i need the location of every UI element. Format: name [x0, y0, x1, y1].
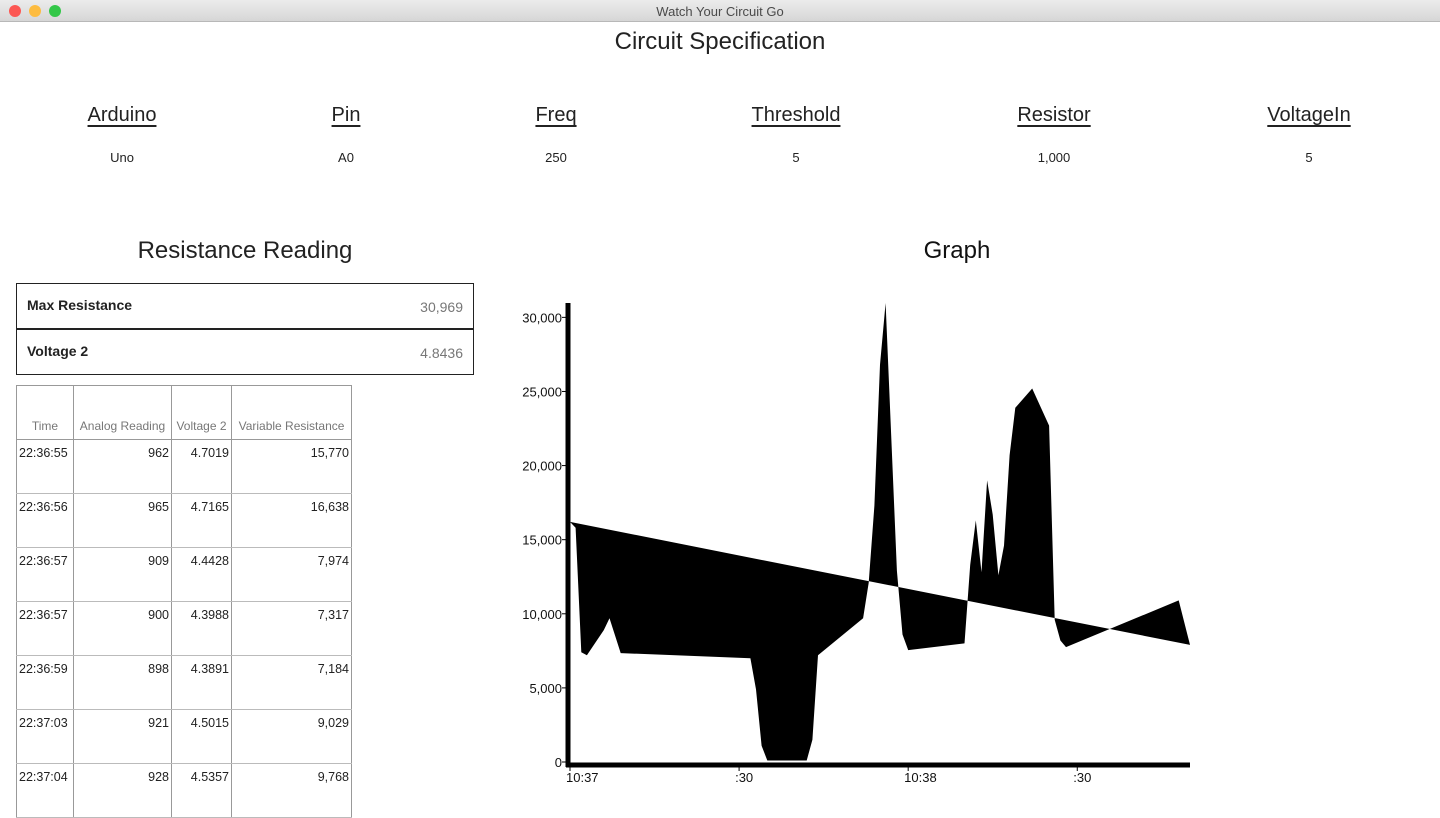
summary-label: Max Resistance [27, 297, 133, 313]
summary-row: Max Resistance 30,969 [16, 283, 474, 329]
table-cell: 7,974 [231, 547, 352, 602]
table-cell: 4.3891 [171, 655, 232, 710]
spec-label: Pin [331, 104, 361, 126]
title-bar: Watch Your Circuit Go [0, 0, 1440, 22]
y-tick-label: 0 [555, 755, 562, 770]
table-cell: 9,768 [231, 763, 352, 818]
table-cell: 4.4428 [171, 547, 232, 602]
area [570, 303, 1190, 761]
table-row: 22:37:03 921 4.5015 9,029 [16, 709, 352, 764]
reading-table: Time Analog Reading Voltage 2 Variable Resi… [16, 385, 352, 818]
spec-value: 250 [545, 150, 567, 165]
summary-row: Voltage 2 4.8436 [16, 329, 474, 375]
spec-value: 5 [792, 150, 800, 165]
spec-label: VoltageIn [1267, 104, 1351, 126]
table-cell: 16,638 [231, 493, 352, 548]
spec-label: Threshold [751, 104, 841, 126]
table-cell: 962 [73, 439, 172, 494]
y-tick-label: 20,000 [522, 459, 562, 474]
summary-value: 4.8436 [420, 345, 463, 361]
table-cell: 4.7019 [171, 439, 232, 494]
summary-label: Voltage 2 [27, 343, 89, 359]
table-cell: 921 [73, 709, 172, 764]
table-cell: 22:36:56 [16, 493, 74, 548]
spec-label: Resistor [1017, 104, 1091, 126]
table-cell: 4.7165 [171, 493, 232, 548]
table-row: 22:37:04 928 4.5357 9,768 [16, 763, 352, 818]
column-header: Time [16, 385, 74, 440]
column-header: Analog Reading [73, 385, 172, 440]
table-cell: 22:36:59 [16, 655, 74, 710]
table-row: 22:36:56 965 4.7165 16,638 [16, 493, 352, 548]
table-cell: 909 [73, 547, 172, 602]
table-cell: 22:37:04 [16, 763, 74, 818]
x-tick-label: 10:38 [904, 770, 937, 785]
reading-title: Resistance Reading [137, 237, 353, 264]
close-button[interactable] [9, 5, 21, 17]
chart-title: Graph [924, 237, 991, 264]
y-tick-label: 15,000 [522, 533, 562, 548]
table-cell: 22:36:57 [16, 547, 74, 602]
table-cell: 15,770 [231, 439, 352, 494]
table-cell: 4.3988 [171, 601, 232, 656]
table-row: 22:36:55 962 4.7019 15,770 [16, 439, 352, 494]
table-cell: 965 [73, 493, 172, 548]
y-tick-label: 5,000 [529, 681, 562, 696]
x-tick-label: :30 [1073, 770, 1091, 785]
spec-value: Uno [110, 150, 134, 165]
table-row: 22:36:59 898 4.3891 7,184 [16, 655, 352, 710]
column-header: Voltage 2 [171, 385, 232, 440]
table-cell: 22:36:55 [16, 439, 74, 494]
table-cell: 4.5357 [171, 763, 232, 818]
table-cell: 4.5015 [171, 709, 232, 764]
spec-value: 1,000 [1037, 150, 1071, 165]
spec-value: A0 [338, 150, 354, 165]
table-cell: 898 [73, 655, 172, 710]
y-tick-label: 30,000 [522, 310, 562, 325]
x-tick-label: 10:37 [566, 770, 599, 785]
y-tick-label: 25,000 [522, 384, 562, 399]
y-tick-label: 10,000 [522, 607, 562, 622]
summary-value: 30,969 [420, 299, 463, 315]
window-title: Watch Your Circuit Go [656, 4, 784, 19]
spec-value: 5 [1305, 150, 1313, 165]
table-cell: 928 [73, 763, 172, 818]
column-header: Variable Resistance [231, 385, 352, 440]
table-cell: 22:37:03 [16, 709, 74, 764]
table-cell: 22:36:57 [16, 601, 74, 656]
table-row: 22:36:57 900 4.3988 7,317 [16, 601, 352, 656]
spec-label: Freq [535, 104, 577, 126]
x-tick-label: :30 [735, 770, 753, 785]
table-cell: 7,184 [231, 655, 352, 710]
table-cell: 900 [73, 601, 172, 656]
table-cell: 9,029 [231, 709, 352, 764]
table-cell: 7,317 [231, 601, 352, 656]
minimize-button[interactable] [29, 5, 41, 17]
table-row: 22:36:57 909 4.4428 7,974 [16, 547, 352, 602]
spec-title: Circuit Specification [614, 28, 826, 55]
spec-label: Arduino [87, 104, 157, 126]
zoom-button[interactable] [49, 5, 61, 17]
